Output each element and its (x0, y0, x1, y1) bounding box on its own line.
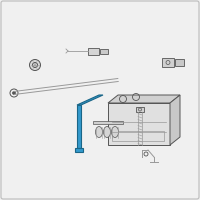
Circle shape (30, 60, 40, 71)
Polygon shape (93, 121, 123, 124)
FancyBboxPatch shape (112, 131, 164, 141)
FancyBboxPatch shape (88, 48, 99, 55)
Polygon shape (77, 105, 81, 148)
Ellipse shape (96, 127, 102, 138)
Polygon shape (170, 95, 180, 145)
FancyBboxPatch shape (100, 49, 108, 54)
Polygon shape (108, 103, 170, 145)
Polygon shape (77, 95, 103, 105)
Polygon shape (75, 148, 83, 152)
FancyBboxPatch shape (162, 58, 174, 67)
Circle shape (12, 92, 16, 95)
Polygon shape (108, 95, 180, 103)
FancyBboxPatch shape (136, 107, 144, 112)
Ellipse shape (112, 127, 118, 138)
Ellipse shape (104, 127, 110, 138)
FancyBboxPatch shape (175, 59, 184, 66)
